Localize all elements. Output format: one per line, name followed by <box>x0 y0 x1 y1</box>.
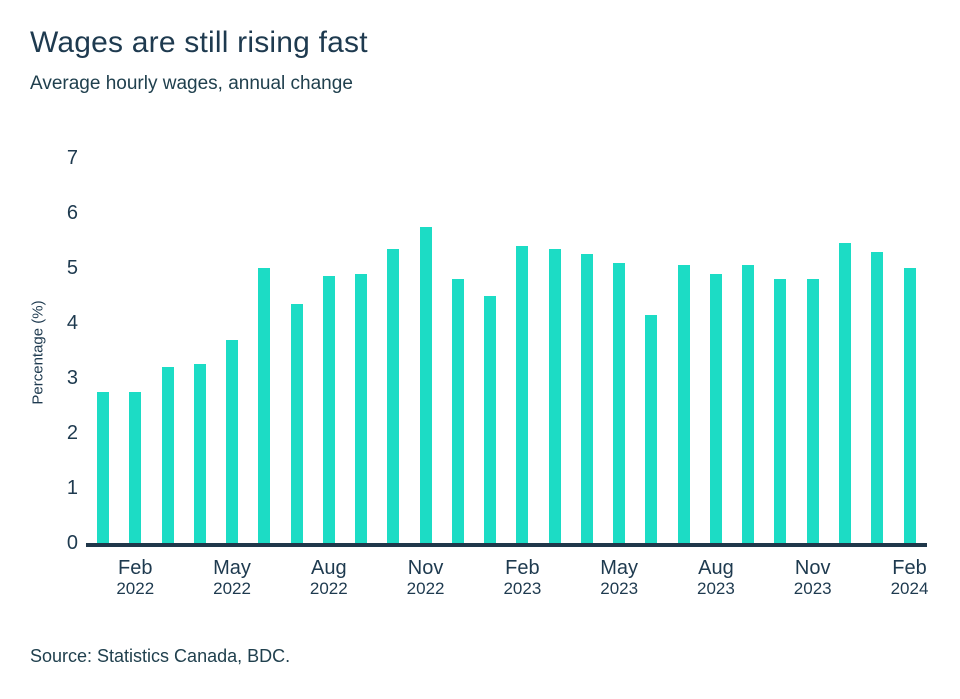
bar-may-2023 <box>613 262 626 543</box>
bar-mar-2022 <box>161 367 174 543</box>
x-tick-month: Nov <box>794 557 831 579</box>
x-tick-year: 2024 <box>890 579 929 598</box>
bar-jan-2022 <box>97 391 109 543</box>
bar-nov-2022 <box>419 226 432 543</box>
bar-jul-2022 <box>290 303 303 543</box>
y-tick-label: 5 <box>66 257 78 279</box>
x-tick-month: Aug <box>698 557 734 579</box>
bar-aug-2023 <box>709 273 722 543</box>
x-tick-month: Feb <box>505 557 540 579</box>
x-tick-month: Nov <box>407 557 444 579</box>
y-tick-label: 6 <box>66 202 78 224</box>
x-tick-month: Feb <box>118 557 153 579</box>
x-tick-label: May 2023 <box>579 557 659 598</box>
page-title: Wages are still rising fast <box>30 26 368 59</box>
bar-jun-2022 <box>258 268 271 543</box>
bar-feb-2024 <box>903 268 916 543</box>
y-tick-label: 2 <box>66 422 78 444</box>
x-tick-year: 2023 <box>793 579 832 598</box>
bar-feb-2023 <box>516 246 529 543</box>
bar-jul-2023 <box>677 265 690 543</box>
bar-oct-2022 <box>387 248 400 543</box>
bar-apr-2022 <box>193 364 206 543</box>
source-note: Source: Statistics Canada, BDC. <box>30 646 291 666</box>
x-tick-year: 2022 <box>406 579 445 598</box>
x-tick-month: May <box>213 557 251 579</box>
x-tick-month: Feb <box>892 557 927 579</box>
bar-may-2022 <box>226 339 239 543</box>
bar-dec-2023 <box>838 243 851 543</box>
bar-jun-2023 <box>645 314 658 543</box>
bar-sep-2023 <box>742 265 755 543</box>
y-tick-label: 7 <box>66 147 78 169</box>
bar-oct-2023 <box>774 279 787 543</box>
page-subtitle: Average hourly wages, annual change <box>30 73 353 94</box>
x-tick-year: 2022 <box>309 579 348 598</box>
x-tick-year: 2022 <box>213 579 251 598</box>
x-tick-year: 2023 <box>697 579 735 598</box>
x-axis-line <box>86 543 927 547</box>
x-tick-label: Aug 2023 <box>676 557 756 598</box>
x-tick-label: Aug 2022 <box>289 557 369 598</box>
y-tick-label: 1 <box>66 477 78 499</box>
x-tick-label: Feb 2023 <box>482 557 562 598</box>
bar-apr-2023 <box>580 254 593 543</box>
x-tick-label: May 2022 <box>192 557 272 598</box>
bar-dec-2022 <box>451 279 464 543</box>
x-tick-label: Nov 2023 <box>773 557 853 598</box>
x-tick-label: Feb 2024 <box>870 557 950 598</box>
x-tick-year: 2023 <box>503 579 542 598</box>
x-tick-label: Nov 2022 <box>386 557 466 598</box>
bar-feb-2022 <box>129 391 142 543</box>
y-tick-label: 4 <box>66 312 78 334</box>
x-tick-month: May <box>600 557 639 579</box>
y-tick-label: 0 <box>66 532 78 554</box>
bar-mar-2023 <box>548 248 561 543</box>
bar-sep-2022 <box>355 273 368 543</box>
x-tick-month: Aug <box>311 557 347 579</box>
x-tick-year: 2022 <box>116 579 155 598</box>
bar-nov-2023 <box>806 279 819 543</box>
bar-jan-2023 <box>484 295 497 543</box>
bar-aug-2022 <box>322 276 335 543</box>
x-tick-label: Feb 2022 <box>95 557 175 598</box>
bar-jan-2024 <box>871 251 884 543</box>
y-tick-label: 3 <box>66 367 78 389</box>
x-tick-year: 2023 <box>600 579 639 598</box>
